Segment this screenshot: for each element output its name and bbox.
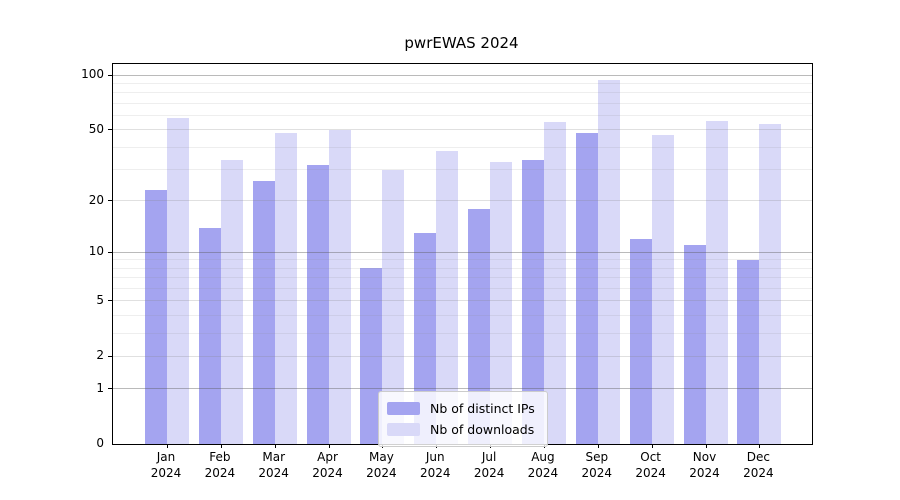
bar-distinct-ips: [360, 268, 383, 444]
y-tick-label: 50: [88, 121, 104, 136]
x-tick-label: Oct 2024: [635, 450, 666, 480]
bar-downloads: [220, 159, 243, 444]
minor-gridline: [113, 102, 812, 104]
y-tick-mark: [108, 388, 112, 390]
bar-downloads: [597, 79, 620, 444]
y-tick-mark: [108, 129, 112, 131]
labeled-gridline: [113, 355, 812, 357]
y-tick-mark: [108, 200, 112, 202]
bar-distinct-ips: [306, 164, 329, 444]
minor-gridline: [113, 146, 812, 148]
y-tick-mark: [108, 300, 112, 302]
x-tick-mark: [705, 444, 707, 448]
bar-downloads: [328, 129, 351, 444]
decade-gridline: [113, 251, 812, 253]
x-tick-label: Dec 2024: [743, 450, 774, 480]
legend-label: Nb of distinct IPs: [430, 401, 535, 416]
x-tick-label: Jan 2024: [150, 450, 182, 480]
minor-gridline: [113, 267, 812, 269]
minor-gridline: [113, 332, 812, 334]
x-tick-label: Apr 2024: [312, 450, 343, 480]
legend-entry: Nb of downloads: [387, 419, 535, 440]
y-tick-label: 0: [96, 436, 104, 450]
minor-gridline: [113, 82, 812, 84]
bar-distinct-ips: [521, 159, 544, 444]
x-tick-label: May 2024: [366, 450, 397, 480]
y-tick-label: 1: [96, 380, 104, 395]
bar-downloads: [543, 122, 566, 444]
bar-downloads: [651, 134, 674, 444]
labeled-gridline: [113, 129, 812, 131]
minor-gridline: [113, 287, 812, 289]
y-tick-label: 20: [88, 192, 104, 207]
x-tick-mark: [220, 444, 222, 448]
bar-downloads: [274, 132, 297, 444]
plot-area: Nb of distinct IPs Nb of downloads: [108, 63, 813, 448]
bar-distinct-ips: [629, 238, 652, 444]
x-tick-mark: [167, 444, 168, 448]
bar-distinct-ips: [468, 208, 491, 444]
x-tick-label: Aug 2024: [527, 450, 559, 480]
minor-gridline: [113, 114, 812, 116]
y-tick-label: 5: [96, 292, 104, 307]
x-tick-mark: [274, 444, 276, 448]
bar-distinct-ips: [252, 180, 275, 444]
x-tick-label: Sep 2024: [581, 450, 613, 480]
bar-distinct-ips: [737, 259, 760, 444]
bar-downloads: [705, 120, 728, 444]
x-tick-label: Jul 2024: [473, 450, 505, 480]
bar-distinct-ips: [683, 245, 706, 444]
legend-swatch: [387, 402, 420, 415]
bar-downloads: [436, 151, 459, 444]
legend: Nb of distinct IPs Nb of downloads: [378, 391, 548, 447]
minor-gridline: [113, 277, 812, 279]
y-tick-label: 10: [88, 244, 104, 259]
bar-downloads: [490, 162, 513, 444]
x-tick-mark: [597, 444, 599, 448]
x-tick-label: Jun 2024: [419, 450, 451, 480]
y-tick-label: 100: [81, 67, 104, 82]
bar-downloads: [167, 118, 189, 444]
legend-label: Nb of downloads: [430, 422, 535, 437]
bar-distinct-ips: [145, 189, 167, 444]
x-tick-label: Feb 2024: [204, 450, 236, 480]
minor-gridline: [113, 92, 812, 94]
labeled-gridline: [113, 300, 812, 302]
bar-downloads: [759, 123, 782, 444]
x-tick-label: Mar 2024: [258, 450, 289, 480]
x-tick-mark: [759, 444, 761, 448]
legend-swatch: [387, 423, 420, 436]
legend-entry: Nb of distinct IPs: [387, 398, 535, 419]
y-tick-mark: [108, 355, 112, 357]
bar-downloads: [382, 169, 405, 444]
x-tick-mark: [651, 444, 653, 448]
bar-distinct-ips: [198, 227, 221, 444]
decade-gridline: [113, 388, 812, 390]
y-tick-mark: [108, 74, 112, 76]
bar-distinct-ips: [575, 132, 598, 444]
y-tick-mark: [108, 251, 112, 253]
minor-gridline: [113, 314, 812, 316]
y-tick-label: 2: [96, 348, 104, 363]
x-tick-label: Nov 2024: [689, 450, 720, 480]
decade-gridline: [113, 74, 812, 76]
x-tick-mark: [328, 444, 330, 448]
minor-gridline: [113, 259, 812, 261]
chart-title: pwrEWAS 2024: [404, 34, 519, 52]
labeled-gridline: [113, 200, 812, 202]
minor-gridline: [113, 168, 812, 170]
